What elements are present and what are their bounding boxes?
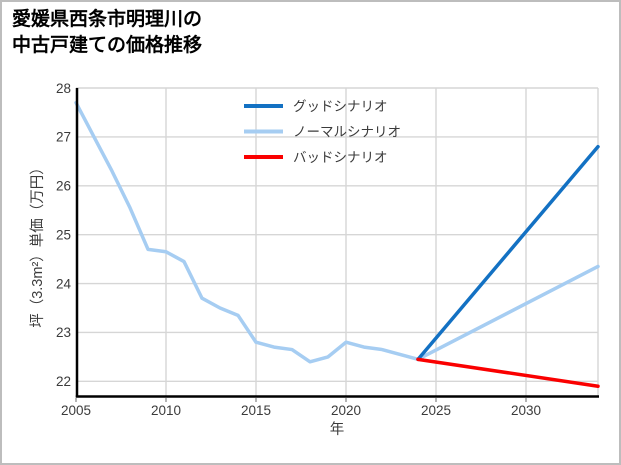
series-lines [74, 100, 600, 388]
ytick-label-23: 23 [56, 325, 71, 340]
ytick-label-28: 28 [56, 81, 71, 96]
chart-title-line2: 中古戸建ての価格推移 [12, 35, 203, 57]
xtick-label-2025: 2025 [421, 403, 451, 418]
xtick-label-2005: 2005 [61, 403, 91, 418]
tick-labels: 2005 2010 2015 2020 2025 2030 22 23 24 25 26 27 28 [56, 81, 541, 418]
ytick-label-25: 25 [56, 227, 71, 242]
legend-item-bad: バッドシナリオ [244, 150, 388, 165]
axis-spines [75, 88, 599, 398]
ytick-label-26: 26 [56, 179, 71, 194]
xtick-label-2030: 2030 [511, 403, 541, 418]
gridlines [76, 87, 599, 396]
legend-label-bad: バッドシナリオ [293, 150, 388, 165]
tick-marks [75, 398, 527, 402]
ytick-label-22: 22 [56, 374, 71, 389]
legend-label-good: グッドシナリオ [293, 99, 388, 114]
x-axis-label: 年 [330, 421, 345, 438]
legend-item-normal: ノーマルシナリオ [244, 124, 401, 139]
normal-scenario-line [416, 264, 600, 362]
xtick-label-2010: 2010 [151, 403, 181, 418]
xtick-label-2015: 2015 [241, 403, 271, 418]
ytick-label-27: 27 [56, 130, 71, 145]
ytick-label-24: 24 [56, 276, 72, 291]
history-line [74, 100, 420, 364]
chart-title: 愛媛県西条市明理川の 中古戸建ての価格推移 [12, 7, 202, 59]
bad-scenario-line [416, 357, 600, 388]
y-axis-label: 坪（3.3m²）単価（万円） [29, 160, 46, 328]
legend-item-good: グッドシナリオ [244, 99, 388, 114]
chart-title-line1: 愛媛県西条市明理川の [12, 9, 203, 30]
good-scenario-line [416, 144, 600, 362]
legend-label-normal: ノーマルシナリオ [293, 124, 401, 139]
xtick-label-2020: 2020 [331, 403, 361, 418]
